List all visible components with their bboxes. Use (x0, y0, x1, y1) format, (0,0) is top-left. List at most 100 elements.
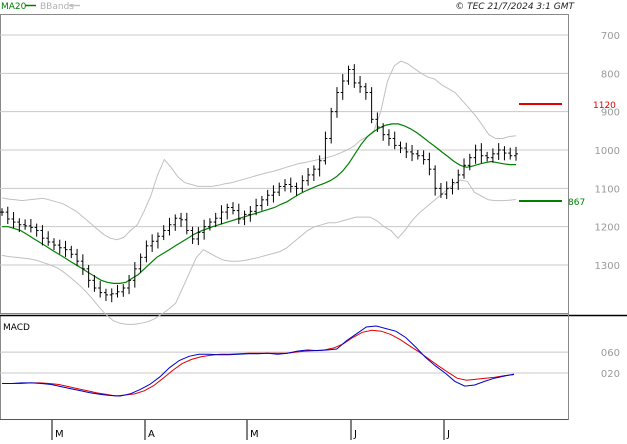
price-bar (144, 240, 149, 263)
price-bar (225, 203, 230, 220)
copyright-label: © TEC 21/7/2024 3:1 GMT (455, 2, 575, 12)
price-bar (57, 239, 62, 254)
price-bar (115, 284, 120, 298)
price-bar (121, 284, 126, 297)
price-bar (369, 87, 374, 124)
price-bar (398, 141, 403, 154)
price-bar (155, 232, 160, 249)
price-bar (502, 146, 507, 161)
price-bar (288, 177, 293, 193)
price-bar (190, 226, 195, 244)
support-label: 867 (568, 198, 585, 208)
price-bar (69, 245, 74, 259)
price-bar (438, 182, 443, 198)
price-bar (456, 169, 461, 190)
price-bar (496, 143, 501, 160)
ma20-path (2, 123, 516, 284)
bb-lower-line (1, 179, 517, 325)
price-bar (92, 274, 97, 292)
price-bar (161, 225, 166, 241)
price-bar (28, 219, 33, 233)
price-bar (86, 265, 91, 288)
price-bar (508, 147, 513, 160)
price-bar (311, 165, 316, 182)
price-bar (467, 153, 472, 171)
price-bar (80, 254, 85, 275)
price-bar (109, 288, 114, 303)
price-bar (242, 210, 247, 226)
price-bar (381, 123, 386, 141)
price-bar (207, 218, 212, 231)
price-tick-label: 1000 (595, 146, 620, 157)
price-bar (63, 240, 68, 257)
price-tick-label: 800 (601, 69, 620, 80)
price-bar (219, 205, 224, 225)
price-bar (450, 178, 455, 195)
price-bar (490, 148, 495, 163)
price-bar (306, 168, 311, 186)
macd-line (2, 325, 515, 397)
macd-title: MACD (3, 323, 30, 333)
price-panel-frame (0, 14, 569, 314)
price-bar (138, 253, 143, 273)
price-bar (462, 158, 467, 179)
price-bar (231, 202, 236, 215)
price-bar (11, 212, 16, 229)
price-bar (392, 131, 397, 150)
price-bar (300, 175, 305, 193)
resistance-label: 1120 (593, 101, 616, 111)
month-label: A (148, 429, 155, 440)
price-bar (184, 212, 189, 235)
price-bar (179, 212, 184, 228)
price-bar (236, 203, 241, 224)
price-bar (259, 196, 264, 211)
price-bar (329, 107, 334, 144)
price-bar (103, 288, 108, 302)
macd-tick-label: 060 (601, 348, 620, 359)
price-bar (17, 218, 22, 233)
price-bar (196, 227, 201, 246)
price-bar (150, 234, 155, 252)
price-bar (98, 281, 103, 298)
price-bar (75, 248, 80, 267)
price-bar (173, 214, 178, 231)
price-bar (167, 217, 172, 236)
price-bar (352, 64, 357, 88)
support-resistance-levels (519, 103, 562, 202)
price-bar (346, 65, 351, 85)
price-bar (433, 165, 438, 196)
price-bar (46, 231, 51, 246)
price-bar (40, 225, 45, 246)
price-bar (34, 223, 39, 237)
price-bar (254, 198, 259, 216)
price-bar (265, 189, 270, 206)
ma20-line (2, 123, 516, 284)
price-bar (427, 152, 432, 176)
price-bar (132, 261, 137, 288)
price-bar (358, 76, 363, 93)
grid-layer (0, 34, 568, 374)
price-bar (202, 219, 207, 240)
price-bar (410, 145, 415, 162)
price-bar (5, 206, 10, 224)
bollinger-bands (1, 60, 517, 325)
month-label: J (446, 429, 450, 440)
macd-panel-frame (0, 315, 569, 420)
month-label: M (250, 429, 259, 440)
price-tick-label: 1300 (595, 261, 620, 272)
price-bar (473, 144, 478, 164)
price-bar (514, 146, 518, 161)
macd-lines (2, 325, 515, 397)
price-bar (294, 182, 299, 196)
price-tick-label: 1200 (595, 223, 620, 234)
price-bar (479, 143, 484, 164)
price-tick-label: 1100 (595, 184, 620, 195)
axis-labels: 1120 867 1300 1200 1100 1000 900 800 700 060 020 M A… (51, 31, 620, 440)
price-bar (404, 142, 409, 159)
price-bar (415, 150, 420, 160)
price-bar (213, 212, 218, 228)
price-bar (485, 151, 490, 162)
month-label: J (353, 429, 357, 440)
price-bar (277, 182, 282, 196)
